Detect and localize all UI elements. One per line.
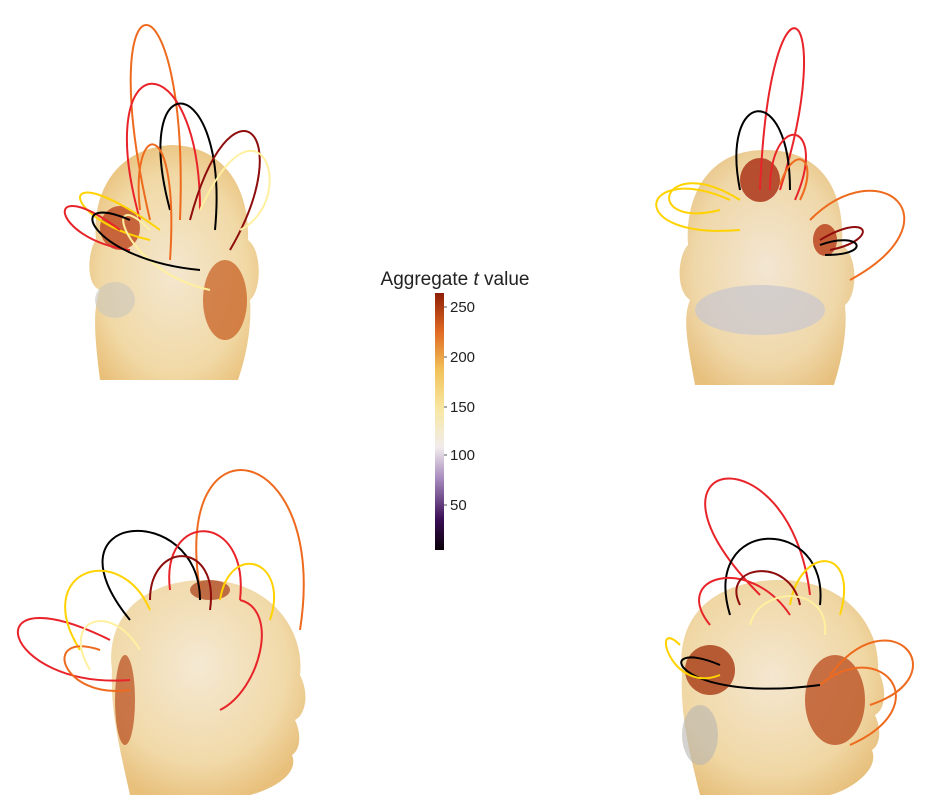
gray-region	[695, 285, 825, 335]
head-surface	[111, 580, 306, 795]
hot-spot	[805, 655, 865, 745]
gray-region	[95, 282, 135, 318]
head-side-view-left	[17, 469, 306, 795]
head-surface	[89, 145, 259, 380]
colorbar-tick-label: 150	[450, 399, 475, 416]
colorbar-tick-label: 50	[450, 497, 467, 514]
colorbar-title: Aggregate t value	[381, 269, 530, 290]
head-back-view-right	[655, 27, 906, 385]
connection-curves	[64, 24, 271, 291]
colorbar-ticks: 250 200 150 100 50	[444, 299, 475, 514]
hot-spot	[203, 260, 247, 340]
colorbar-gradient	[435, 293, 444, 550]
connection-curves	[665, 477, 914, 746]
colorbar-tick-label: 250	[450, 299, 475, 316]
head-back-view-left	[64, 24, 271, 380]
colorbar-tick-label: 100	[450, 447, 475, 464]
hot-spot	[813, 224, 837, 256]
head-side-view-right	[665, 477, 914, 795]
hot-spot	[685, 645, 735, 695]
connection-curves	[655, 27, 906, 281]
colorbar-tick-label: 200	[450, 349, 475, 366]
colorbar: Aggregate t value 250 200 150 100 50	[381, 269, 530, 550]
connection-curves	[17, 469, 305, 711]
gray-region	[682, 705, 718, 765]
hot-spot	[115, 655, 135, 745]
